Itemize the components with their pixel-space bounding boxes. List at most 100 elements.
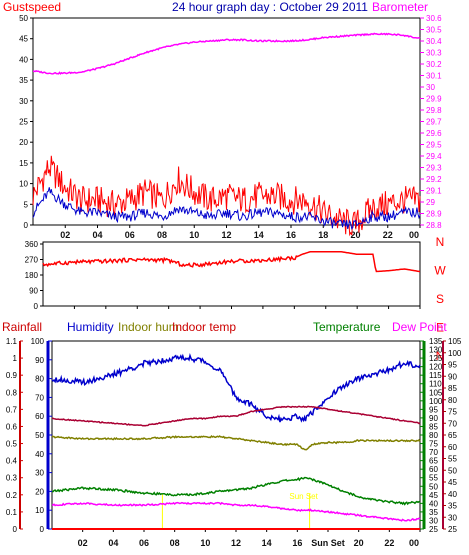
axis-tick-label: 50 (35, 431, 44, 440)
axis-tick-label: 45 (429, 491, 438, 500)
baro-tick-label: 29.5 (426, 141, 442, 150)
axis-tick-label: 20 (35, 487, 44, 496)
axis-tick-label: 0.7 (6, 405, 18, 414)
axis-tick-label: 35 (429, 508, 438, 517)
axis-tick-label: 115 (429, 371, 442, 380)
direction-tick-label: 270 (25, 256, 39, 265)
humidity-axis-label: Humidity (67, 320, 114, 334)
baro-tick-label: 29.6 (426, 129, 442, 138)
compass-label: N (436, 349, 445, 363)
axis-tick-label: 45 (448, 478, 457, 487)
series-line-humidity (51, 352, 421, 423)
temperature-axis-label: Temperature (313, 320, 381, 334)
series-line-temperature (51, 476, 421, 506)
p3-x-tick-label: 10 (200, 538, 210, 548)
rainfall-axis-label: Rainfall (2, 320, 42, 334)
p1-x-tick-label: 18 (318, 230, 328, 240)
p1-x-tick-label: 02 (60, 230, 70, 240)
gust-tick-label: 20 (19, 138, 28, 147)
axis-tick-label: 40 (448, 490, 457, 499)
wind-barometer-panel: Gustspeed 24 hour graph day : October 29… (3, 0, 442, 240)
baro-tick-label: 29.8 (426, 106, 442, 115)
axis-tick-label: 40 (429, 499, 438, 508)
baro-tick-label: 30 (426, 83, 435, 92)
axis-tick-label: 30 (429, 516, 438, 525)
compass-label: S (436, 292, 444, 306)
p1-x-tick-label: 22 (383, 230, 393, 240)
axis-tick-label: 100 (31, 337, 45, 346)
panel2-series (42, 251, 421, 273)
axis-tick-label: 90 (448, 372, 457, 381)
chart-title: 24 hour graph day : October 29 2011 (172, 0, 368, 14)
axis-tick-label: 0.3 (6, 474, 18, 483)
axis-tick-label: 60 (429, 465, 438, 474)
p1-x-tick-label: 08 (157, 230, 167, 240)
panel3-axis-ticks: 0 0.1 0.2 0.3 0.4 0.5 0.6 0.7 0.8 0.9 1 1.1 0 10 20 30 4… (6, 337, 462, 534)
p3-x-tick-label: Sun Set (311, 538, 345, 548)
axis-tick-label: 40 (35, 450, 44, 459)
gust-tick-label: 15 (19, 159, 28, 168)
axis-tick-label: 60 (448, 443, 457, 452)
axis-tick-label: 0.5 (6, 440, 18, 449)
baro-tick-label: 30.3 (426, 49, 442, 58)
axis-tick-label: 70 (429, 448, 438, 457)
p1-x-tick-label: 14 (254, 230, 264, 240)
baro-tick-label: 29.7 (426, 118, 442, 127)
baro-tick-label: 28.8 (426, 221, 442, 230)
gust-tick-label: 5 (24, 200, 29, 209)
axis-tick-label: 125 (429, 354, 443, 363)
gust-tick-label: 10 (19, 180, 28, 189)
baro-tick-label: 30.4 (426, 37, 442, 46)
p1-x-tick-label: 16 (286, 230, 296, 240)
dew-point-axis-label: Dew Point (392, 320, 447, 334)
axis-tick-label: 100 (448, 349, 462, 358)
series-line-dew-point (51, 501, 421, 522)
series-line-indoor-temp (51, 405, 421, 427)
baro-tick-label: 29.9 (426, 95, 442, 104)
axis-tick-label: 30 (448, 513, 457, 522)
axis-tick-label: 60 (35, 412, 44, 421)
baro-tick-label: 28.9 (426, 210, 442, 219)
temperature-humidity-panel: Rainfall Humidity Indoor hum Indoor temp… (2, 320, 462, 548)
baro-tick-label: 30.2 (426, 60, 442, 69)
axis-tick-label: 110 (429, 380, 442, 389)
axis-tick-label: 90 (429, 414, 438, 423)
p3-x-tick-label: 22 (384, 538, 394, 548)
baro-tick-label: 30.6 (426, 14, 442, 23)
p1-x-tick-label: 12 (221, 230, 231, 240)
gust-tick-label: 30 (19, 97, 28, 106)
axis-tick-label: 135 (429, 337, 443, 346)
gust-tick-label: 40 (19, 55, 28, 64)
p1-x-tick-label: 20 (350, 230, 360, 240)
compass-label: E (436, 321, 444, 335)
p3-x-tick-label: 20 (354, 538, 364, 548)
axis-tick-label: 80 (429, 431, 438, 440)
panel1-series (32, 32, 421, 237)
axis-tick-label: 90 (35, 356, 44, 365)
p1-x-tick-label: 10 (189, 230, 199, 240)
axis-tick-label: 75 (429, 440, 438, 449)
axis-tick-label: 1 (13, 354, 18, 363)
axis-tick-label: 25 (448, 525, 457, 534)
p3-x-tick-label: 06 (139, 538, 149, 548)
axis-tick-label: 130 (429, 346, 443, 355)
series-line-windspeed (32, 187, 421, 230)
barometer-axis-label: Barometer (372, 0, 428, 14)
baro-tick-label: 30.1 (426, 72, 442, 81)
p1-x-tick-label: 00 (409, 230, 419, 240)
p3-x-tick-label: 04 (108, 538, 118, 548)
p3-x-tick-label: 16 (292, 538, 302, 548)
p3-x-tick-label: 08 (170, 538, 180, 548)
axis-tick-label: 70 (35, 393, 44, 402)
baro-tick-label: 29.1 (426, 187, 442, 196)
axis-tick-label: 85 (429, 422, 438, 431)
axis-tick-label: 0.2 (6, 491, 18, 500)
baro-tick-label: 30.5 (426, 26, 442, 35)
axis-tick-label: 0 (40, 525, 45, 534)
axis-tick-label: 105 (429, 388, 443, 397)
axis-tick-label: 35 (448, 502, 457, 511)
p1-x-tick-label: 04 (92, 230, 102, 240)
